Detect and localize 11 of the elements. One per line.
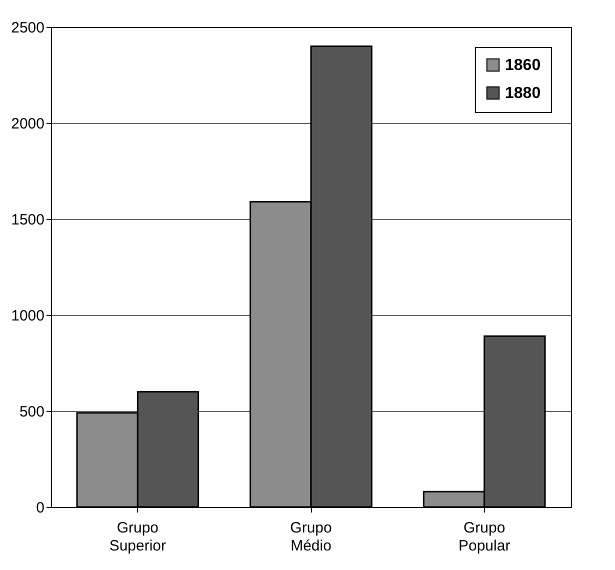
y-tick-label: 2000 bbox=[11, 116, 44, 132]
y-tick-label: 500 bbox=[19, 404, 44, 420]
y-tick-label: 2500 bbox=[11, 20, 44, 36]
legend-label: 1880 bbox=[505, 85, 541, 102]
x-tick-label: Grupo Médio bbox=[290, 520, 332, 554]
y-tick-label: 1500 bbox=[11, 212, 44, 228]
y-tick-label: 0 bbox=[36, 500, 44, 516]
x-tick-label: Grupo Superior bbox=[109, 520, 166, 554]
y-tick-label: 1000 bbox=[11, 308, 44, 324]
x-tick-label: Grupo Popular bbox=[458, 520, 510, 554]
legend-label: 1860 bbox=[505, 57, 541, 74]
